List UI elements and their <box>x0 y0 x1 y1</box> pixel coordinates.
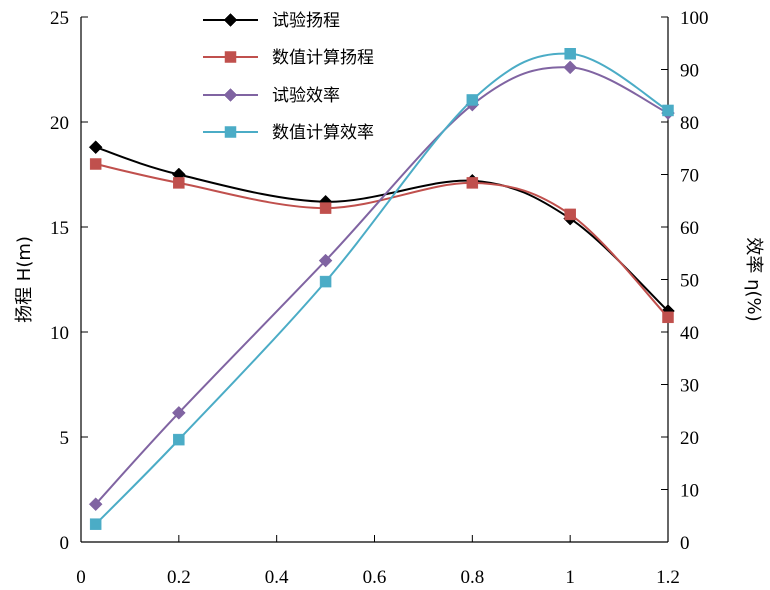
y-right-tick-label: 30 <box>680 376 699 397</box>
x-tick-label: 1 <box>565 567 575 588</box>
y-right-tick-label: 80 <box>680 113 699 134</box>
legend-swatch-marker <box>224 51 237 63</box>
data-point <box>319 202 332 214</box>
data-point <box>318 253 333 268</box>
legend-item: 数值计算效率 <box>203 123 374 143</box>
data-point <box>173 177 185 189</box>
series-2 <box>89 158 674 324</box>
y-right-tick-label: 20 <box>680 428 699 449</box>
x-tick-label: 1.2 <box>656 567 680 588</box>
y-left-tick-label: 15 <box>50 218 69 239</box>
data-point <box>88 140 103 155</box>
legend-label: 试验效率 <box>272 86 340 106</box>
legend-label: 试验扬程 <box>272 11 340 31</box>
y-right-tick-label: 90 <box>680 61 699 82</box>
axes: 0 0.2 0.4 0.6 0.8 1 1.205101520250102030405060… <box>50 8 709 588</box>
x-tick-label: 0.4 <box>265 567 289 588</box>
series-layer <box>88 48 675 530</box>
y-right-tick-label: 60 <box>680 218 699 239</box>
data-point <box>662 104 674 117</box>
legend-item: 试验扬程 <box>203 11 340 31</box>
data-point <box>466 177 479 189</box>
data-point <box>88 497 103 512</box>
data-point <box>564 48 576 60</box>
legend-item: 试验效率 <box>203 86 340 106</box>
y-right-tick-label: 70 <box>680 166 699 187</box>
y-right-tick-label: 0 <box>680 533 690 554</box>
y-right-tick-label: 10 <box>680 481 699 502</box>
y-right-tick-label: 100 <box>680 8 709 29</box>
legend-swatch-marker <box>223 13 238 27</box>
y-left-tick-label: 20 <box>50 113 69 134</box>
x-tick-label: 0.6 <box>363 567 387 588</box>
y-left-tick-label: 10 <box>50 323 69 344</box>
x-tick-label: 0.8 <box>460 567 484 588</box>
y-left-tick-label: 25 <box>50 8 69 29</box>
data-point <box>563 60 578 75</box>
data-point <box>171 405 186 420</box>
data-point <box>662 311 674 324</box>
x-tick-label: 0 <box>76 567 86 588</box>
y-right-tick-label: 40 <box>680 323 699 344</box>
data-point <box>89 158 102 170</box>
series-line <box>94 52 669 525</box>
y-left-tick-label: 0 <box>60 533 70 554</box>
data-point <box>466 94 479 106</box>
legend-swatch-marker <box>224 126 237 138</box>
legend-swatch-marker <box>223 88 238 102</box>
series-4 <box>89 48 674 530</box>
legend-item: 数值计算扬程 <box>203 48 374 68</box>
data-point <box>564 208 576 221</box>
x-tick-label: 0.2 <box>167 567 191 588</box>
data-point <box>89 518 102 530</box>
y-left-tick-label: 5 <box>60 428 70 449</box>
legend-label: 数值计算扬程 <box>272 48 374 68</box>
y-axis-left-title: 扬程 H(m) <box>14 236 35 323</box>
data-point <box>319 275 332 288</box>
y-axis-right-title: 效率 η(%) <box>743 237 764 321</box>
y-right-tick-label: 50 <box>680 271 699 292</box>
data-point <box>173 433 185 446</box>
legend-label: 数值计算效率 <box>272 123 374 143</box>
